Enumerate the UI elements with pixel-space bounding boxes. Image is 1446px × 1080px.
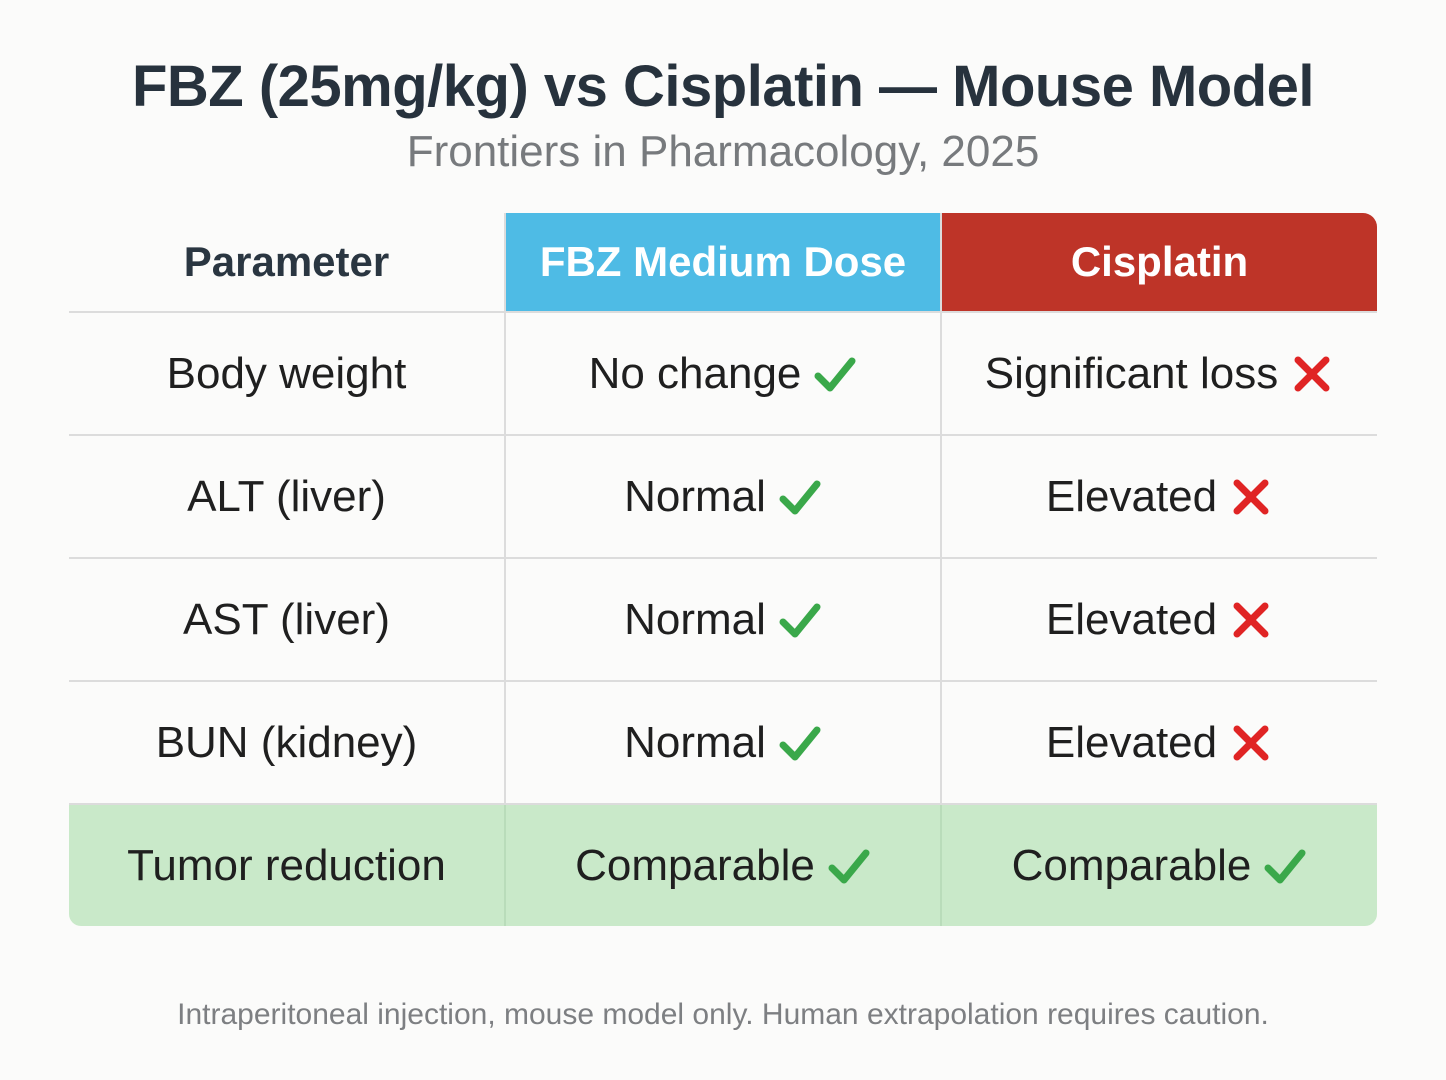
cell-fbz: Normal [504,435,941,559]
cell-parameter: ALT (liver) [69,435,505,559]
table-row: ALT (liver) Normal Elevated [69,435,1377,559]
cell-fbz: Normal [504,681,941,805]
check-icon [813,352,857,396]
header-cisplatin: Cisplatin [940,213,1377,313]
cell-cisplatin-text: Elevated [1045,471,1218,521]
cell-cisplatin-text: Comparable [1011,840,1252,890]
page-subtitle: Frontiers in Pharmacology, 2025 [406,127,1040,176]
cell-cisplatin: Significant loss [940,312,1377,436]
cell-parameter: Tumor reduction [69,804,505,926]
cell-fbz: Normal [504,558,941,682]
cell-cisplatin-text: Significant loss [984,348,1279,398]
table-row: AST (liver) Normal Elevated [69,558,1377,682]
comparison-table: Parameter FBZ Medium Dose Cisplatin Body… [69,213,1377,926]
cross-icon [1290,352,1334,396]
cell-content: Normal [624,718,822,768]
cell-cisplatin-text: Elevated [1045,594,1218,644]
table-row: BUN (kidney) Normal Elevated [69,681,1377,805]
cell-parameter: BUN (kidney) [69,681,505,805]
check-icon [778,598,822,642]
footnote: Intraperitoneal injection, mouse model o… [177,998,1269,1031]
cell-content: Elevated [1046,718,1273,768]
cell-cisplatin: Elevated [940,681,1377,805]
cell-fbz-text: No change [588,348,802,398]
cell-content: Significant loss [985,349,1334,399]
cell-content: Normal [624,595,822,645]
check-icon [827,844,871,888]
table-row: Body weight No change Significant loss [69,312,1377,436]
cross-icon [1229,475,1273,519]
cross-icon [1229,721,1273,765]
cell-fbz: Comparable [504,804,941,926]
cell-content: Elevated [1046,595,1273,645]
cross-icon [1229,598,1273,642]
cell-content: Comparable [575,841,871,891]
table-row: Tumor reduction Comparable Comparable [69,804,1377,926]
cell-fbz-text: Normal [624,717,766,767]
cell-cisplatin: Comparable [940,804,1377,926]
check-icon [778,475,822,519]
cell-fbz: No change [504,312,941,436]
cell-content: Normal [624,472,822,522]
cell-fbz-text: Normal [624,594,766,644]
cell-content: Comparable [1012,841,1308,891]
comparison-table-container: Parameter FBZ Medium Dose Cisplatin Body… [69,213,1377,926]
cell-parameter: AST (liver) [69,558,505,682]
check-icon [1263,844,1307,888]
header-fbz-medium-dose: FBZ Medium Dose [504,213,941,313]
page-title: FBZ (25mg/kg) vs Cisplatin — Mouse Model [131,54,1315,119]
cell-fbz-text: Comparable [575,840,815,890]
cell-cisplatin-text: Elevated [1045,717,1218,767]
cell-fbz-text: Normal [624,471,766,521]
cell-content: No change [589,349,858,399]
header-parameter: Parameter [69,213,505,313]
cell-cisplatin: Elevated [940,435,1377,559]
cell-content: Elevated [1046,472,1273,522]
table-header-row: Parameter FBZ Medium Dose Cisplatin [69,213,1377,313]
cell-parameter: Body weight [69,312,505,436]
check-icon [778,721,822,765]
cell-cisplatin: Elevated [940,558,1377,682]
table-body: Body weight No change Significant loss ALT … [69,312,1377,926]
